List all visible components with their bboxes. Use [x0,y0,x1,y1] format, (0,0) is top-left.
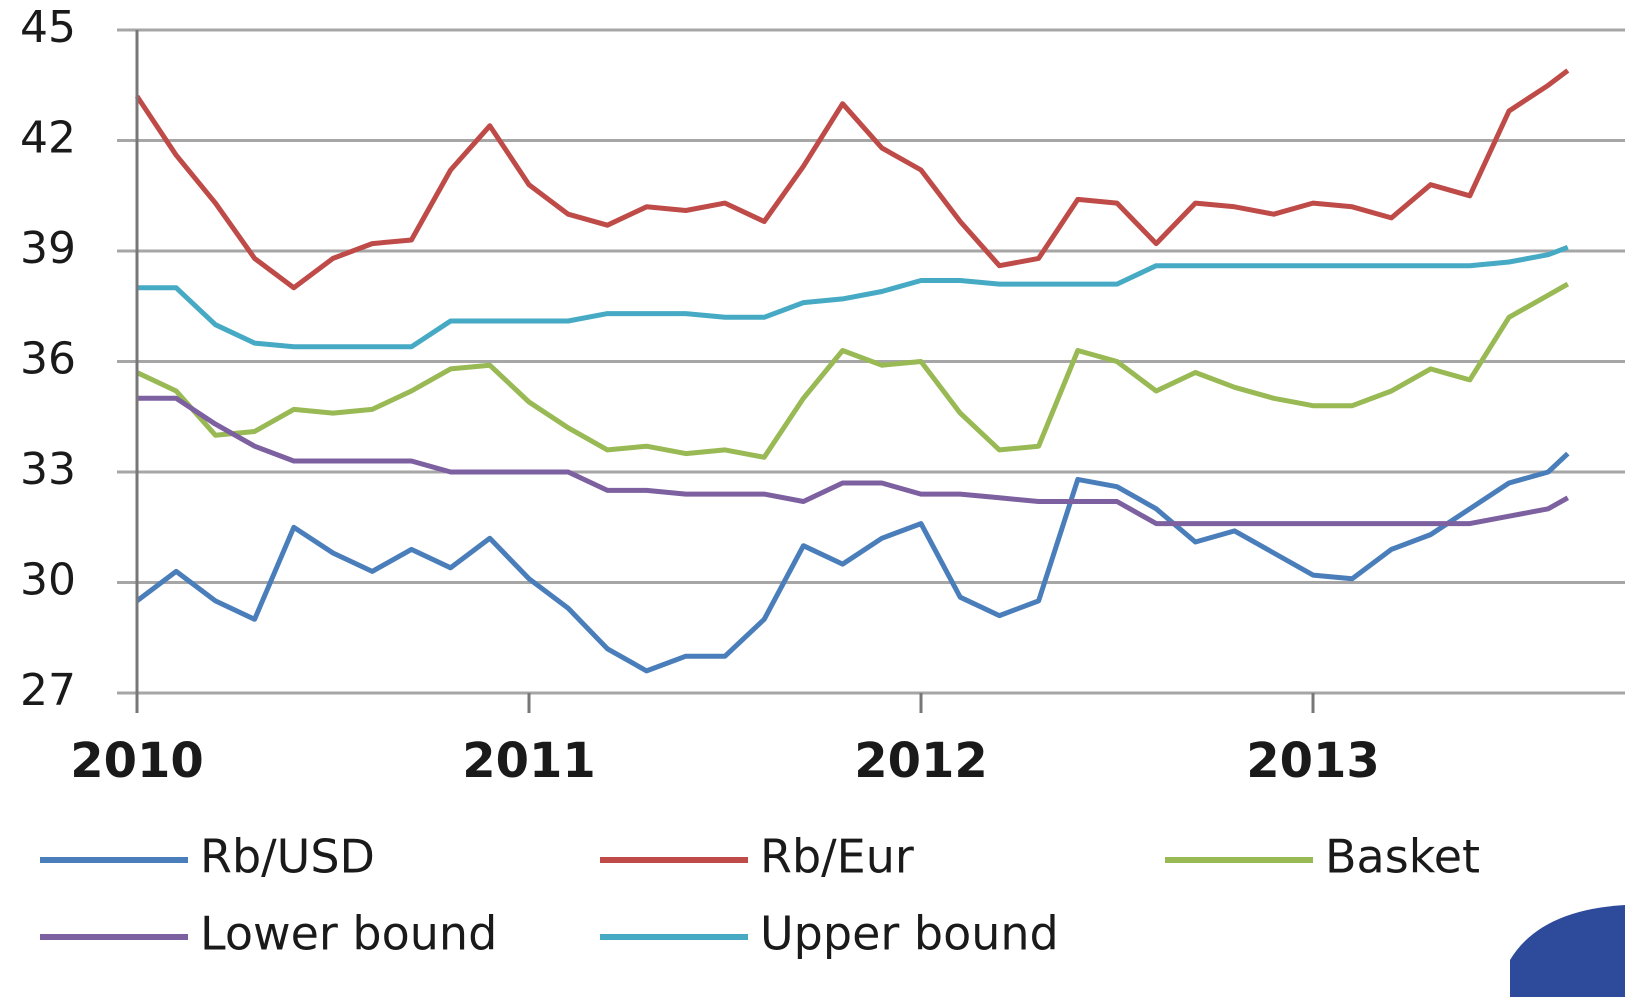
x-tick-label: 2010 [70,733,204,789]
series-line [134,68,1570,291]
lines [134,68,1570,674]
logo [1510,905,1625,997]
legend: Rb/USD Rb/Eur Basket Lower bound Upper bound [40,830,1480,961]
y-tick-label: 36 [20,334,76,385]
legend-label: Lower bound [200,907,497,961]
y-tick-label: 39 [20,223,76,274]
grid [117,28,1625,713]
series-line [137,395,1570,527]
legend-label: Upper bound [760,907,1059,961]
y-tick-label: 30 [20,555,76,606]
legend-label: Rb/Eur [760,830,914,884]
legend-label: Basket [1325,830,1480,884]
x-tick-label: 2012 [854,733,988,789]
y-tick-label: 33 [20,444,76,495]
legend-label: Rb/USD [200,830,375,884]
series-line [135,281,1570,460]
labels: 27 30 33 36 39 42 45 2010 2011 2012 2013 [20,2,1380,789]
y-tick-label: 45 [20,2,76,53]
y-tick-label: 42 [20,113,76,164]
series-line [137,244,1569,350]
series-line [135,451,1570,674]
x-tick-label: 2013 [1246,733,1380,789]
y-tick-label: 27 [20,665,76,716]
x-tick-label: 2011 [462,733,596,789]
